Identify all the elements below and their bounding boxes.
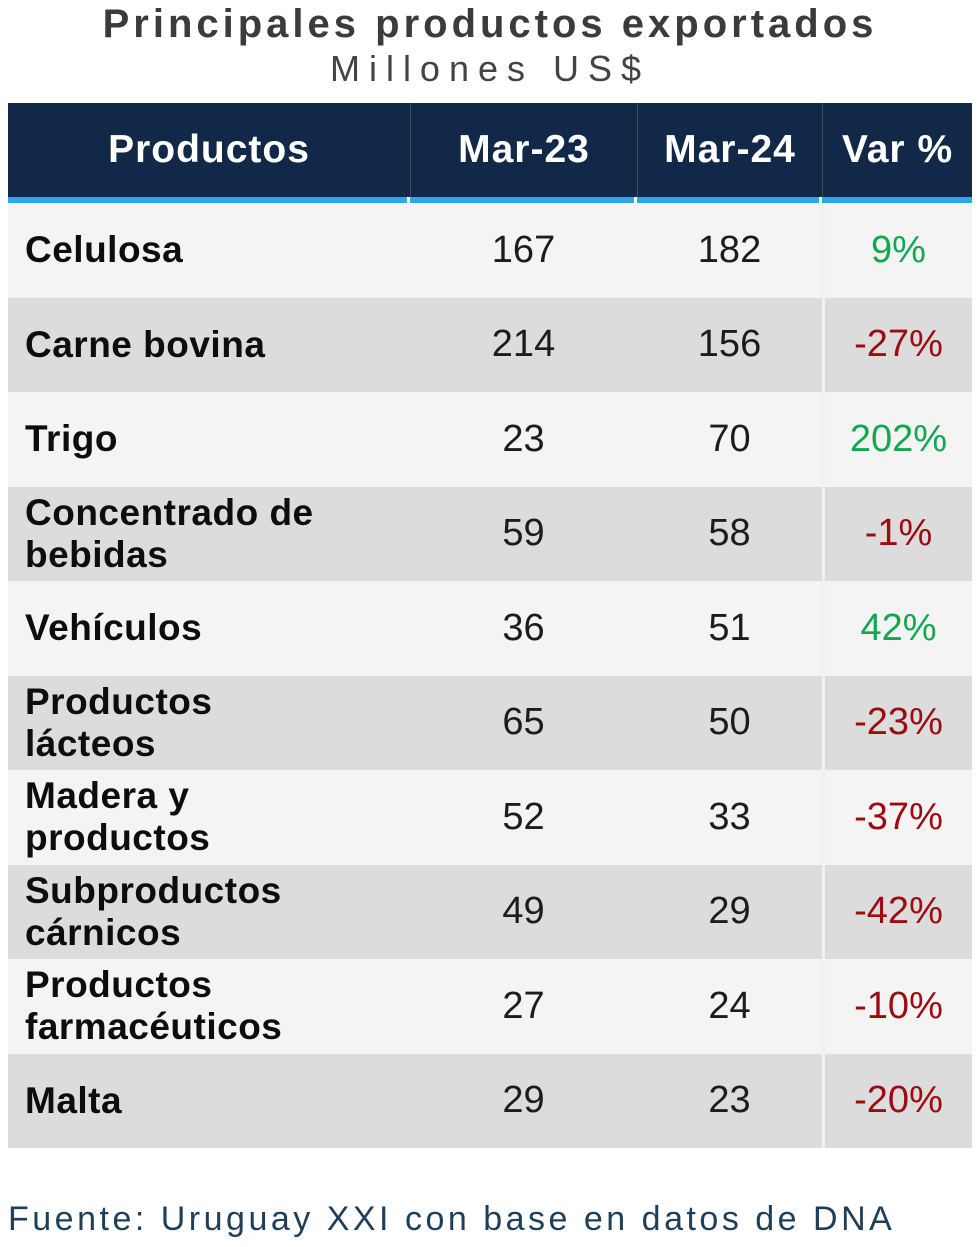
table-row: Subproductos cárnicos 49 29 -42% (8, 864, 972, 959)
table-row: Productos lácteos 65 50 -23% (8, 675, 972, 770)
product-name-cell: Subproductos cárnicos (25, 869, 282, 953)
product-name-cell: Productos farmacéuticos (25, 964, 283, 1048)
table-row: Madera y productos 52 33 -37% (8, 770, 972, 865)
accent-underline-segment (8, 197, 410, 203)
mar23-value-cell: 167 (491, 228, 556, 271)
mar24-value-cell: 29 (708, 890, 751, 933)
mar24-value-cell: 33 (708, 795, 751, 838)
table-row: Vehículos 36 51 42% (8, 581, 972, 676)
header-cell-mar24: Mar-24 (637, 103, 822, 197)
product-name-cell: Trigo (25, 418, 118, 460)
source-note: Fuente: Uruguay XXI con base en datos de… (8, 1200, 896, 1238)
table-row: Malta 29 23 -20% (8, 1053, 972, 1148)
mar23-value-cell: 27 (502, 984, 545, 1027)
mar23-value-cell: 59 (502, 512, 545, 555)
var-pct-cell: -37% (822, 770, 972, 865)
mar24-value-cell: 156 (697, 323, 762, 366)
mar24-value-cell: 23 (708, 1079, 751, 1122)
table-row: Carne bovina 214 156 -27% (8, 297, 972, 392)
accent-underline-segment (822, 197, 972, 203)
page-title: Principales productos exportados (102, 2, 878, 46)
page-subtitle: Millones US$ (329, 48, 651, 89)
header-cell-productos: Productos (108, 128, 310, 171)
var-pct-cell: -27% (822, 297, 972, 392)
mar23-value-cell: 52 (502, 795, 545, 838)
mar23-value-cell: 214 (491, 323, 556, 366)
table-row: Productos farmacéuticos 27 24 -10% (8, 959, 972, 1054)
var-pct-cell: 9% (822, 203, 972, 298)
header-cell-mar23: Mar-23 (410, 103, 637, 197)
var-pct-cell: 202% (822, 392, 972, 487)
var-pct-cell: -20% (822, 1053, 972, 1148)
mar24-value-cell: 58 (708, 512, 751, 555)
mar24-value-cell: 50 (708, 701, 751, 744)
var-pct-cell: -10% (822, 959, 972, 1054)
accent-underline-segment (410, 197, 637, 203)
var-pct-cell: -1% (822, 486, 972, 581)
var-pct-cell: -42% (822, 864, 972, 959)
product-name-cell: Carne bovina (25, 323, 266, 365)
var-pct-cell: 42% (822, 581, 972, 676)
mar23-value-cell: 49 (502, 890, 545, 933)
header-cell-var-pct: Var % (822, 103, 972, 197)
table-body: Celulosa 167 182 9% Carne bovina 214 156… (8, 203, 972, 1148)
header-accent-underline (8, 197, 972, 203)
product-name-cell: Concentrado de bebidas (25, 491, 314, 575)
mar24-value-cell: 24 (708, 984, 751, 1027)
product-name-cell: Productos lácteos (25, 680, 213, 764)
mar23-value-cell: 36 (502, 606, 545, 649)
product-name-cell: Malta (25, 1079, 123, 1121)
mar24-value-cell: 51 (708, 606, 751, 649)
accent-underline-segment (637, 197, 822, 203)
table-row: Trigo 23 70 202% (8, 392, 972, 487)
mar23-value-cell: 65 (502, 701, 545, 744)
mar24-value-cell: 70 (708, 417, 751, 460)
mar24-value-cell: 182 (697, 228, 762, 271)
table-header-row: Productos Mar-23 Mar-24 Var % (8, 103, 972, 197)
product-name-cell: Vehículos (25, 607, 203, 649)
table-row: Concentrado de bebidas 59 58 -1% (8, 486, 972, 581)
mar23-value-cell: 29 (502, 1079, 545, 1122)
mar23-value-cell: 23 (502, 417, 545, 460)
products-table: Productos Mar-23 Mar-24 Var % Celulosa 1… (8, 103, 972, 1148)
var-pct-cell: -23% (822, 675, 972, 770)
product-name-cell: Madera y productos (25, 775, 211, 859)
product-name-cell: Celulosa (25, 229, 184, 271)
table-row: Celulosa 167 182 9% (8, 203, 972, 298)
